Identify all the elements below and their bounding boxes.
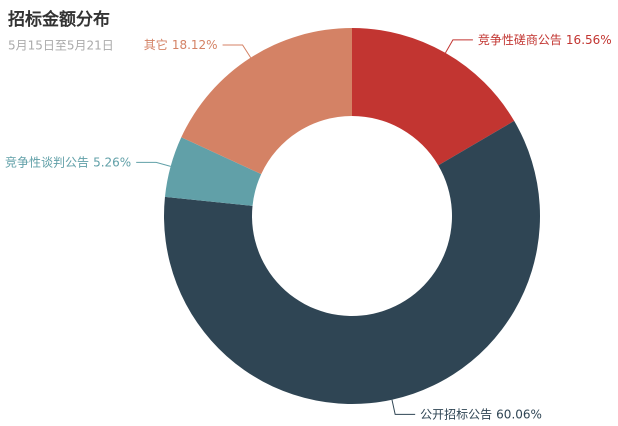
slice-label: 竞争性磋商公告 16.56%: [478, 31, 612, 46]
slice-name: 其它: [144, 37, 168, 52]
slice-label: 公开招标公告 60.06%: [420, 407, 542, 421]
slice-name: 公开招标公告: [420, 407, 492, 421]
leader-line: [222, 44, 252, 58]
leader-line: [445, 39, 473, 54]
pie-slice: [164, 137, 262, 206]
chart-title: 招标金额分布: [8, 9, 110, 30]
pie-slice: [352, 28, 515, 166]
leader-line: [391, 399, 416, 415]
slice-name: 竞争性谈判公告: [5, 155, 89, 169]
pie-slice: [181, 28, 352, 175]
slice-value: 18.12%: [172, 38, 218, 52]
slice-value: 5.26%: [93, 155, 131, 169]
leader-line: [136, 161, 171, 167]
chart-subtitle: 5月15日至5月21日: [8, 39, 114, 53]
slice-label: 其它 18.12%: [144, 37, 218, 52]
slice-label: 竞争性谈判公告 5.26%: [5, 155, 131, 169]
pie-slice: [164, 120, 540, 404]
slice-value: 16.56%: [566, 32, 612, 46]
slice-name: 竞争性磋商公告: [478, 31, 562, 46]
slice-value: 60.06%: [496, 407, 542, 421]
